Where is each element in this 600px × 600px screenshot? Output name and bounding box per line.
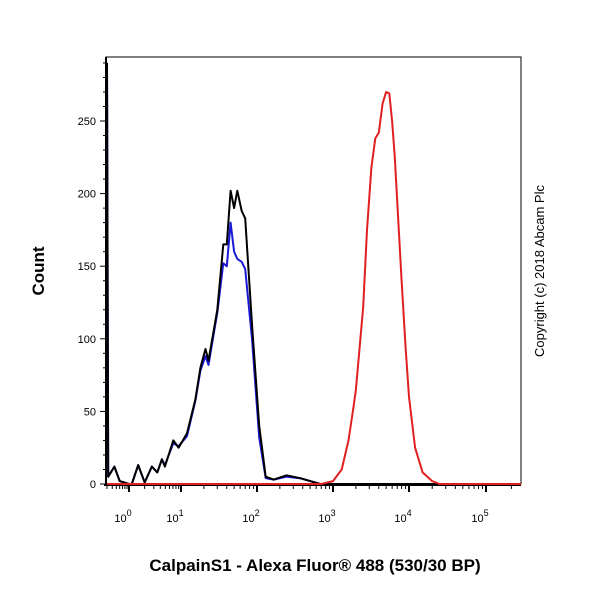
- x-tick-base: 10: [471, 513, 483, 525]
- x-axis-title: CalpainS1 - Alexa Fluor® 488 (530/30 BP): [149, 556, 480, 575]
- x-tick-base: 10: [166, 513, 178, 525]
- x-ticks: [106, 485, 512, 492]
- y-tick-label: 50: [84, 406, 96, 418]
- plot-frame: [105, 56, 522, 485]
- x-tick-label: 102: [242, 508, 259, 525]
- series-group: [106, 62, 521, 485]
- y-tick-labels: 0 50 100 150 200 250: [78, 116, 96, 491]
- copyright-text: Copyright (c) 2018 Abcam Plc: [532, 185, 547, 357]
- x-tick-base: 10: [394, 513, 406, 525]
- x-tick-labels: 100 101 102 103 104 105: [114, 508, 488, 525]
- x-tick-exponent: 1: [179, 508, 184, 518]
- histogram-series-2: [106, 62, 521, 485]
- x-tick-base: 10: [114, 513, 126, 525]
- x-tick-label: 100: [114, 508, 131, 525]
- y-ticks: [100, 62, 106, 485]
- x-tick-exponent: 4: [407, 508, 412, 518]
- x-tick-exponent: 0: [127, 508, 132, 518]
- y-tick-label: 0: [90, 479, 96, 491]
- x-tick-base: 10: [318, 513, 330, 525]
- y-tick-label: 250: [78, 116, 96, 128]
- x-tick-base: 10: [242, 513, 254, 525]
- x-tick-label: 103: [318, 508, 335, 525]
- x-tick-exponent: 2: [255, 508, 260, 518]
- x-tick-label: 101: [166, 508, 183, 525]
- x-tick-exponent: 3: [331, 508, 336, 518]
- x-tick-label: 105: [471, 508, 488, 525]
- x-tick-exponent: 5: [484, 508, 489, 518]
- histogram-series-3: [107, 91, 521, 485]
- y-tick-label: 150: [78, 261, 96, 273]
- x-tick-label: 104: [394, 508, 411, 525]
- y-tick-label: 100: [78, 334, 96, 346]
- y-tick-label: 200: [78, 189, 96, 201]
- y-axis-title: Count: [29, 246, 48, 295]
